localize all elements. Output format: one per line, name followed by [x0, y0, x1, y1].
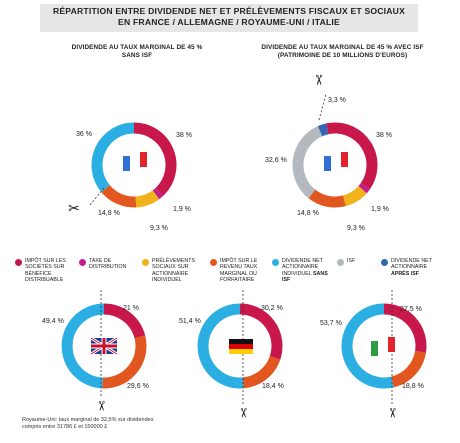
donut-slice — [326, 122, 378, 190]
legend-label-group: Dividende net actionnaire après ISF — [391, 258, 445, 277]
flag-france-icon — [324, 152, 348, 171]
legend-label: Dividende net actionnaire individuel — [282, 258, 323, 277]
donut-slice — [103, 303, 146, 339]
scissors-icon: ✂ — [235, 408, 250, 419]
label-de-ir: 18,4 % — [262, 383, 284, 390]
legend-label: Taxe de distribution — [89, 258, 127, 271]
label-it-is: 27,5 % — [400, 306, 422, 313]
footnote-line-1: Royaume-Uni: taux marginal de 32,5% sur … — [22, 417, 154, 423]
flag-germany-icon — [229, 339, 253, 354]
donut-center — [304, 134, 366, 196]
label-uk-ir: 29,6 % — [127, 383, 149, 390]
donut-slice — [358, 182, 370, 194]
subtitle-left: DIVIDENDE AU TAUX MARGINAL DE 45 % SANS … — [48, 44, 226, 60]
chart-title: RÉPARTITION ENTRE DIVIDENDE NET ET PRÉLÈ… — [40, 6, 418, 27]
donut-slice — [152, 187, 164, 200]
title-band — [40, 4, 418, 32]
label-fr-isf-ir: 14,8 % — [297, 210, 319, 217]
donut-slice — [91, 122, 135, 193]
scissors-icon: ✂ — [384, 408, 399, 419]
label-uk-is: 21 % — [123, 305, 139, 312]
legend-label-strong: après ISF — [391, 270, 419, 277]
subtitle-right-line-2: (PATRIMOINE DE 10 MILLIONS D'EUROS) — [277, 52, 408, 59]
legend-label: Prélèvements sociaux sur actionnaire ind… — [152, 258, 195, 284]
footnote-line-2: compris entre 31786 £ et 150000 £ — [22, 423, 108, 430]
label-fr-is: 38 % — [176, 132, 192, 139]
donut-slice — [383, 303, 427, 353]
legend-swatch — [79, 259, 86, 266]
label-fr-isf-taxe: 1,9 % — [371, 206, 389, 213]
legend-label-strong: sans ISF — [282, 270, 328, 284]
donut-slice — [341, 303, 394, 389]
legend-label-group: Dividende net actionnaire individuel san… — [282, 258, 336, 284]
donut-slice — [102, 335, 147, 389]
label-fr-prel: 9,3 % — [150, 225, 168, 232]
legend-label: Impôt sur le revenu taux marginal ou for… — [220, 258, 258, 284]
donut-slice — [242, 355, 281, 389]
legend-swatch — [210, 259, 217, 266]
flag-france-icon — [123, 152, 147, 171]
label-fr-isf-is: 38 % — [376, 132, 392, 139]
donut-slice — [292, 126, 323, 199]
title-line-2: EN FRANCE / ALLEMAGNE / ROYAUME-UNI / IT… — [118, 16, 340, 27]
label-fr-isf-isf: 32,6 % — [265, 157, 287, 164]
cut-line-fr-right — [318, 93, 327, 121]
donut-slice — [342, 185, 367, 207]
legend-swatch — [337, 259, 344, 266]
donut-slice — [61, 303, 105, 389]
legend-label: ISF — [347, 258, 356, 264]
scissors-icon: ✂ — [93, 401, 108, 412]
legend-swatch — [15, 259, 22, 266]
flag-italy-icon — [371, 337, 395, 356]
label-it-ir: 18,8 % — [402, 383, 424, 390]
donut-slice — [308, 189, 346, 208]
donut-center — [353, 315, 415, 377]
donut-slice — [317, 123, 329, 137]
subtitle-right-line-1: DIVIDENDE AU TAUX MARGINAL DE 45 % AVEC … — [261, 44, 424, 51]
donut-slice — [135, 190, 160, 208]
scissors-icon: ✂ — [68, 201, 80, 217]
label-de-is: 30,2 % — [261, 305, 283, 312]
scissors-icon: ✂ — [310, 74, 326, 86]
subtitle-left-line-1: DIVIDENDE AU TAUX MARGINAL DE 45 % — [71, 44, 203, 51]
label-fr-isf-prel: 9,3 % — [347, 225, 365, 232]
label-fr-taxe: 1,9 % — [173, 206, 191, 213]
label-fr-ir: 14,8 % — [98, 210, 120, 217]
subtitle-right: DIVIDENDE AU TAUX MARGINAL DE 45 % AVEC … — [240, 44, 445, 60]
donut-slice — [197, 303, 244, 389]
label-it-div: 53,7 % — [320, 320, 342, 327]
legend-swatch — [272, 259, 279, 266]
label-de-div: 51,4 % — [179, 318, 201, 325]
subtitle-left-line-2: SANS ISF — [121, 52, 153, 59]
donut-slice — [101, 184, 137, 208]
label-fr-div: 36 % — [76, 131, 92, 138]
donut-center — [103, 134, 165, 196]
legend-swatch — [381, 259, 388, 266]
flag-uk-icon — [90, 336, 118, 356]
donut-slice — [390, 350, 426, 388]
label-uk-div: 49,4 % — [42, 318, 64, 325]
donut-slice — [239, 303, 283, 360]
legend-swatch — [142, 259, 149, 266]
label-fr-isf-div-apres: 3,3 % — [328, 97, 346, 104]
legend-label: Impôt sur les sociétés sur bénéfice dist… — [25, 258, 66, 284]
legend-label: Dividende net actionnaire — [391, 258, 432, 271]
donut-slice — [133, 122, 177, 196]
footnote-uk: Royaume-Uni: taux marginal de 32,5% sur … — [22, 417, 172, 431]
title-line-1: RÉPARTITION ENTRE DIVIDENDE NET ET PRÉLÈ… — [52, 6, 406, 16]
